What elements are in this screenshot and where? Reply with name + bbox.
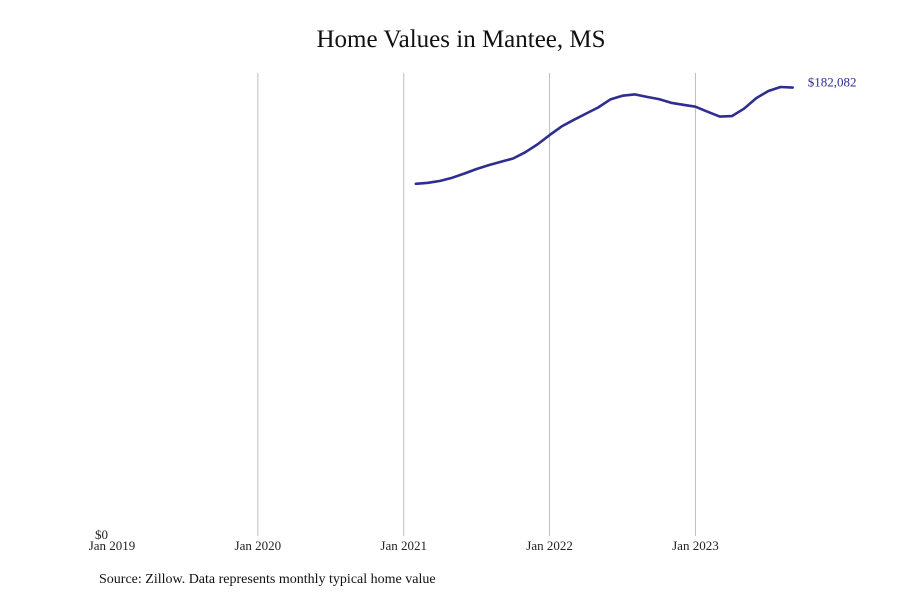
x-tick-label-2019: Jan 2019 bbox=[89, 538, 136, 553]
chart-title: Home Values in Mantee, MS bbox=[316, 26, 606, 53]
series: $182,082 bbox=[414, 75, 857, 186]
x-tick-label-2021: Jan 2021 bbox=[380, 538, 427, 553]
source-note: Source: Zillow. Data represents monthly … bbox=[99, 572, 436, 587]
x-tick-label-2022: Jan 2022 bbox=[526, 538, 573, 553]
y-tick-label-0: $0 bbox=[95, 527, 108, 542]
series-line-0 bbox=[414, 85, 795, 186]
gridlines bbox=[257, 73, 696, 536]
end-value-label: $182,082 bbox=[808, 75, 857, 90]
x-tick-label-2020: Jan 2020 bbox=[235, 538, 282, 553]
x-axis-ticks: Jan 2019 Jan 2020 Jan 2021 Jan 2022 Jan 2023… bbox=[89, 527, 719, 553]
x-tick-label-2023: Jan 2023 bbox=[672, 538, 719, 553]
